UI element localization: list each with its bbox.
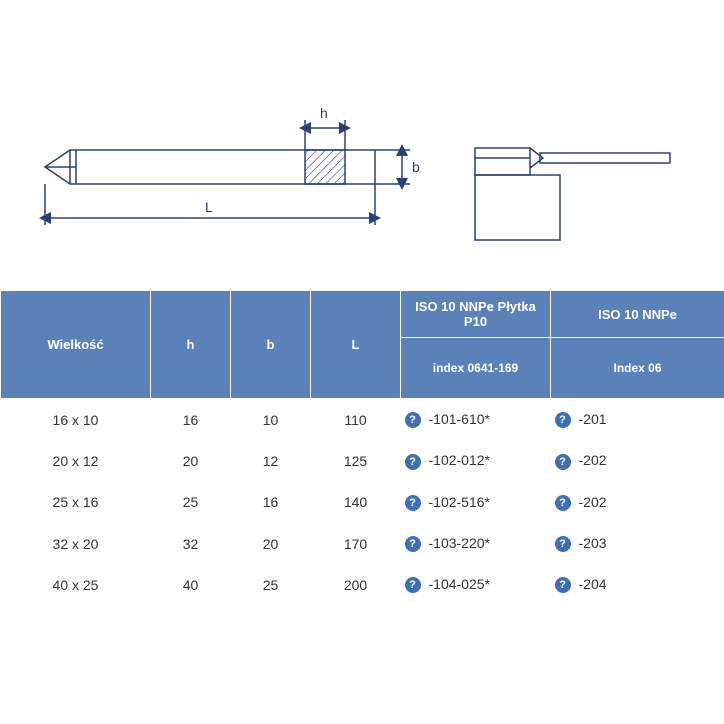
index-value: -201 [579, 411, 607, 427]
cell-h: 16 [151, 399, 231, 441]
cell-size: 40 x 25 [1, 564, 151, 605]
cell-L: 125 [311, 440, 401, 481]
cell-size: 25 x 16 [1, 482, 151, 523]
cell-idx2: ? -202 [551, 440, 724, 481]
cell-b: 16 [231, 482, 311, 523]
dim-label-h: h [320, 105, 328, 121]
col-size: Wielkość [1, 291, 151, 399]
col-h: h [151, 291, 231, 399]
cell-h: 20 [151, 440, 231, 481]
help-icon[interactable]: ? [405, 495, 421, 511]
cell-h: 40 [151, 564, 231, 605]
cell-L: 200 [311, 564, 401, 605]
cell-b: 10 [231, 399, 311, 441]
cell-size: 20 x 12 [1, 440, 151, 481]
help-icon[interactable]: ? [555, 454, 571, 470]
table-row: 32 x 203220170? -103-220*? -203 [1, 523, 724, 564]
col-group1-sub: index 0641-169 [401, 338, 551, 399]
table-row: 20 x 122012125? -102-012*? -202 [1, 440, 724, 481]
help-icon[interactable]: ? [405, 454, 421, 470]
index-value: -203 [579, 535, 607, 551]
index-value: -103-220* [429, 535, 491, 551]
index-value: -104-025* [429, 576, 491, 592]
cell-idx1: ? -101-610* [401, 399, 551, 441]
dim-label-L: L [205, 199, 213, 215]
cell-b: 12 [231, 440, 311, 481]
index-value: -202 [579, 494, 607, 510]
cell-idx2: ? -201 [551, 399, 724, 441]
cell-idx2: ? -204 [551, 564, 724, 605]
cell-size: 16 x 10 [1, 399, 151, 441]
cell-idx1: ? -102-012* [401, 440, 551, 481]
cell-idx2: ? -203 [551, 523, 724, 564]
help-icon[interactable]: ? [555, 412, 571, 428]
index-value: -102-012* [429, 452, 491, 468]
col-group2-top: ISO 10 NNPe [551, 291, 724, 338]
table-row: 16 x 101610110? -101-610*? -201 [1, 399, 724, 441]
col-L: L [311, 291, 401, 399]
table-row: 40 x 254025200? -104-025*? -204 [1, 564, 724, 605]
help-icon[interactable]: ? [555, 577, 571, 593]
technical-diagram: h b L [0, 0, 724, 280]
cell-idx1: ? -103-220* [401, 523, 551, 564]
help-icon[interactable]: ? [405, 412, 421, 428]
help-icon[interactable]: ? [555, 495, 571, 511]
help-icon[interactable]: ? [405, 577, 421, 593]
cell-idx1: ? -102-516* [401, 482, 551, 523]
table-head: Wielkość h b L ISO 10 NNPe Płytka P10 IS… [1, 291, 724, 399]
col-group2-sub: Index 06 [551, 338, 724, 399]
index-value: -102-516* [429, 494, 491, 510]
col-group1-top: ISO 10 NNPe Płytka P10 [401, 291, 551, 338]
cell-h: 32 [151, 523, 231, 564]
index-value: -204 [579, 576, 607, 592]
cell-h: 25 [151, 482, 231, 523]
cell-size: 32 x 20 [1, 523, 151, 564]
dim-label-b: b [412, 159, 420, 175]
index-value: -202 [579, 452, 607, 468]
index-value: -101-610* [429, 411, 491, 427]
help-icon[interactable]: ? [405, 536, 421, 552]
spec-table: Wielkość h b L ISO 10 NNPe Płytka P10 IS… [0, 290, 724, 605]
cell-L: 140 [311, 482, 401, 523]
cell-idx1: ? -104-025* [401, 564, 551, 605]
cell-b: 20 [231, 523, 311, 564]
cell-L: 170 [311, 523, 401, 564]
help-icon[interactable]: ? [555, 536, 571, 552]
table-body: 16 x 101610110?-101-610*?-20120 x 122012… [1, 399, 724, 606]
table-row: 25 x 162516140? -102-516*? -202 [1, 482, 724, 523]
cell-L: 110 [311, 399, 401, 441]
cell-b: 25 [231, 564, 311, 605]
cell-idx2: ? -202 [551, 482, 724, 523]
col-b: b [231, 291, 311, 399]
